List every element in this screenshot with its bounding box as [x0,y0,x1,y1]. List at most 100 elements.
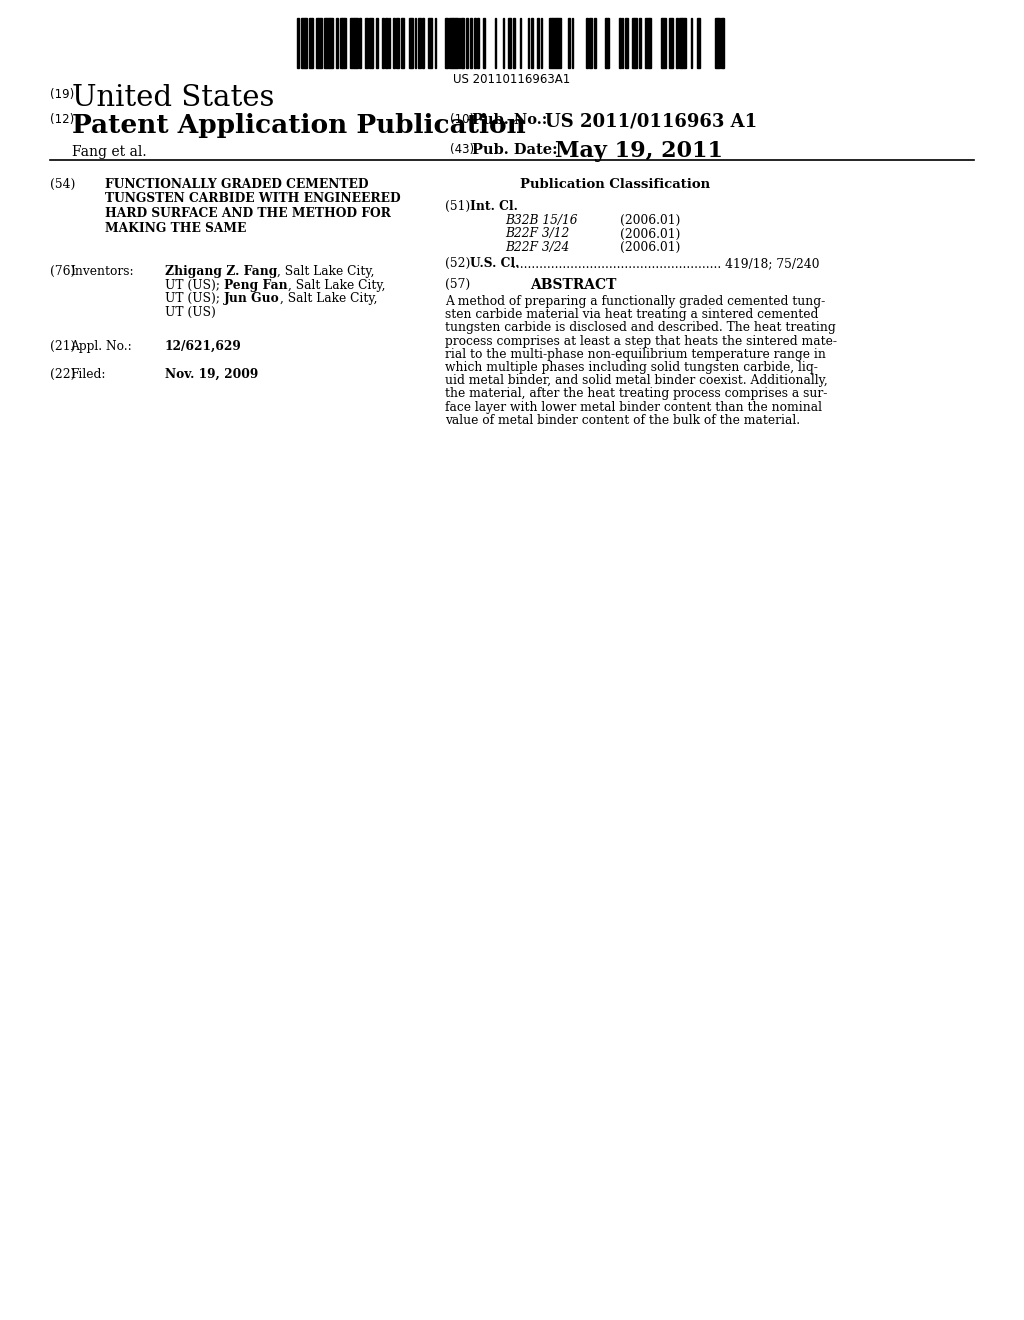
Text: (43): (43) [450,143,474,156]
Text: (12): (12) [50,114,75,125]
Bar [297,18,299,69]
Bar [552,18,556,69]
Text: rial to the multi-phase non-equilibrium temperature range in: rial to the multi-phase non-equilibrium … [445,347,826,360]
Text: uid metal binder, and solid metal binder coexist. Additionally,: uid metal binder, and solid metal binder… [445,374,827,387]
Bar [340,18,342,69]
Bar [376,18,378,69]
Text: FUNCTIONALLY GRADED CEMENTED: FUNCTIONALLY GRADED CEMENTED [105,178,369,191]
Bar [483,18,485,69]
Text: the material, after the heat treating process comprises a sur-: the material, after the heat treating pr… [445,387,827,400]
Bar [537,18,539,69]
Bar [350,18,354,69]
Text: , Salt Lake City,: , Salt Lake City, [288,279,385,292]
Bar [466,18,468,69]
Text: tungsten carbide is disclosed and described. The heat treating: tungsten carbide is disclosed and descri… [445,321,836,334]
Bar [715,18,717,69]
Text: A method of preparing a functionally graded cemented tung-: A method of preparing a functionally gra… [445,294,825,308]
Bar [594,18,596,69]
Bar [316,18,318,69]
Text: (2006.01): (2006.01) [620,242,680,253]
Text: Patent Application Publication: Patent Application Publication [72,114,525,139]
Text: May 19, 2011: May 19, 2011 [555,140,723,162]
Text: Appl. No.:: Appl. No.: [70,341,132,352]
Text: HARD SURFACE AND THE METHOD FOR: HARD SURFACE AND THE METHOD FOR [105,207,391,220]
Text: Jun Guo: Jun Guo [224,292,280,305]
Text: (2006.01): (2006.01) [620,227,680,240]
Text: 12/621,629: 12/621,629 [165,341,242,352]
Bar [635,18,637,69]
Text: (22): (22) [50,368,76,381]
Bar [369,18,373,69]
Bar [682,18,686,69]
Text: United States: United States [72,84,274,112]
Bar [718,18,720,69]
Bar [470,18,472,69]
Text: Pub. Date:: Pub. Date: [472,143,558,157]
Bar [679,18,681,69]
Bar [324,18,326,69]
Bar [393,18,395,69]
Bar [330,18,333,69]
Text: Filed:: Filed: [70,368,105,381]
Text: process comprises at least a step that heats the sintered mate-: process comprises at least a step that h… [445,334,837,347]
Bar [649,18,651,69]
Bar [336,18,338,69]
Text: US 2011/0116963 A1: US 2011/0116963 A1 [545,114,757,131]
Bar [721,18,723,69]
Bar [342,18,344,69]
Bar [645,18,649,69]
Text: value of metal binder content of the bulk of the material.: value of metal binder content of the bul… [445,413,800,426]
Text: , Salt Lake City,: , Salt Lake City, [278,265,375,279]
Text: sten carbide material via heat treating a sintered cemented: sten carbide material via heat treating … [445,308,818,321]
Text: (57): (57) [445,279,470,290]
Text: U.S. Cl.: U.S. Cl. [470,257,519,271]
Bar [625,18,628,69]
Text: MAKING THE SAME: MAKING THE SAME [105,222,247,235]
Bar [326,18,329,69]
Text: US 20110116963A1: US 20110116963A1 [454,73,570,86]
Bar [445,18,447,69]
Bar [453,18,457,69]
Bar [568,18,570,69]
Text: face layer with lower metal binder content than the nominal: face layer with lower metal binder conte… [445,400,822,413]
Text: B32B 15/16: B32B 15/16 [505,214,578,227]
Bar [382,18,384,69]
Bar [309,18,313,69]
Bar [606,18,608,69]
Text: UT (US);: UT (US); [165,279,224,292]
Text: Inventors:: Inventors: [70,265,133,279]
Text: which multiple phases including solid tungsten carbide, liq-: which multiple phases including solid tu… [445,360,818,374]
Text: (10): (10) [450,114,474,125]
Text: (21): (21) [50,341,76,352]
Bar [639,18,641,69]
Bar [632,18,634,69]
Bar [618,18,621,69]
Bar [301,18,305,69]
Bar [344,18,346,69]
Text: (51): (51) [445,201,470,213]
Bar [402,18,404,69]
Bar [396,18,399,69]
Bar [354,18,356,69]
Text: (54): (54) [50,178,76,191]
Text: (19): (19) [50,88,75,102]
Text: UT (US);: UT (US); [165,292,224,305]
Text: ...................................................... 419/18; 75/240: ........................................… [512,257,819,271]
Text: ABSTRACT: ABSTRACT [530,279,616,292]
Bar [589,18,592,69]
Bar [669,18,673,69]
Text: Zhigang Z. Fang: Zhigang Z. Fang [165,265,278,279]
Text: Nov. 19, 2009: Nov. 19, 2009 [165,368,258,381]
Text: B22F 3/12: B22F 3/12 [505,227,569,240]
Bar [513,18,515,69]
Bar [461,18,463,69]
Bar [508,18,510,69]
Bar [318,18,322,69]
Bar [428,18,432,69]
Bar [411,18,413,69]
Bar [557,18,561,69]
Text: Pub. No.:: Pub. No.: [472,114,547,127]
Bar [365,18,368,69]
Bar [676,18,678,69]
Bar [549,18,552,69]
